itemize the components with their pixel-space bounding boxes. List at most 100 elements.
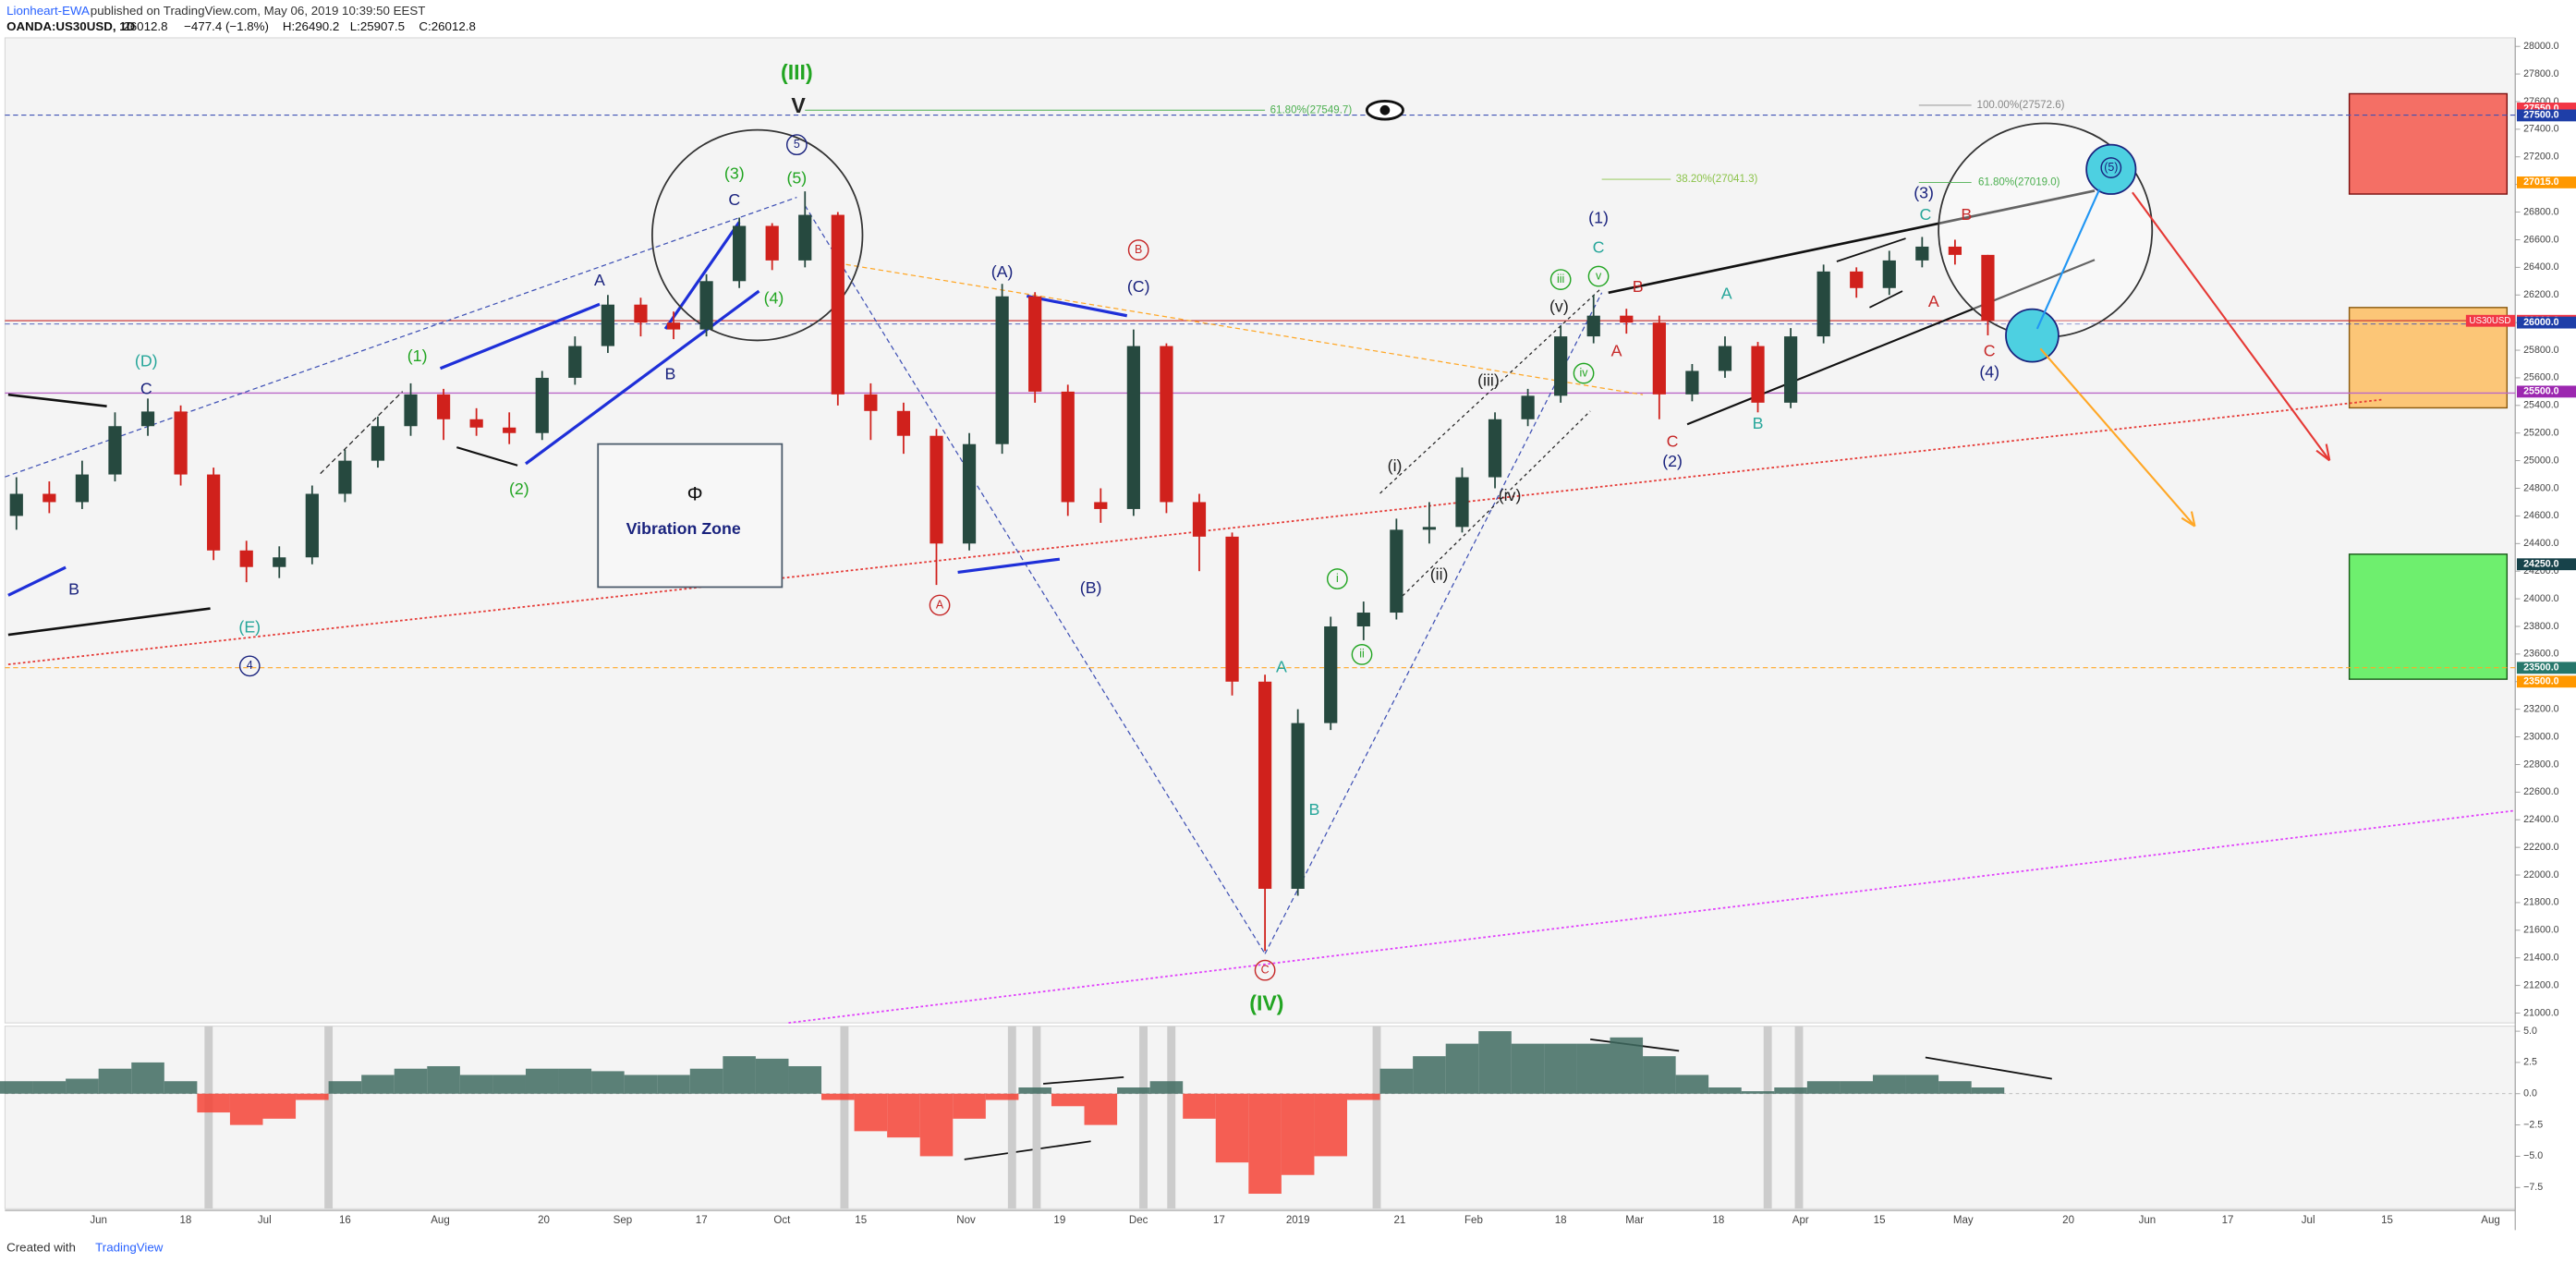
trend-line — [5, 197, 797, 478]
candle-body — [503, 427, 516, 433]
y-tick-label: 25800.0 — [2523, 345, 2559, 356]
candle-body — [1948, 246, 1962, 255]
osc-y-tick-label: −5.0 — [2523, 1150, 2543, 1161]
osc-bar — [1840, 1081, 1873, 1094]
osc-bar — [459, 1075, 493, 1094]
candle-body — [404, 394, 418, 427]
candle-body — [1258, 681, 1272, 889]
x-tick-label: 17 — [2222, 1215, 2234, 1226]
osc-bar — [689, 1068, 723, 1094]
x-tick-label: 20 — [2062, 1215, 2074, 1226]
wave-label-circle — [1351, 644, 1373, 665]
osc-bar — [427, 1065, 460, 1094]
x-tick-label: 18 — [1712, 1215, 1724, 1226]
trend-line — [1836, 237, 1906, 262]
osc-bar — [985, 1093, 1019, 1100]
wave-label: B — [1961, 205, 1972, 224]
x-tick-label: Apr — [1792, 1215, 1809, 1226]
candle-body — [1817, 271, 1830, 337]
wave-label: (4) — [1979, 363, 1999, 382]
osc-y-tick-label: −7.5 — [2523, 1182, 2543, 1193]
candle-body — [338, 460, 352, 494]
wave-label-circle — [929, 594, 951, 616]
y-tick-label: 25400.0 — [2523, 400, 2559, 411]
wave-label-circle — [1254, 959, 1276, 981]
wave-label: A — [1276, 657, 1287, 675]
target-box-green — [2348, 553, 2509, 680]
osc-y-tick-label: −2.5 — [2523, 1119, 2543, 1130]
osc-bar — [296, 1093, 329, 1100]
wedge-line — [439, 302, 601, 370]
wave-label: C — [1667, 432, 1679, 451]
x-tick-label: 21 — [1393, 1215, 1405, 1226]
osc-bar — [1183, 1093, 1216, 1119]
wave-label: i — [1336, 572, 1339, 585]
candle-body — [1160, 346, 1173, 503]
wave-label: (5) — [2104, 161, 2118, 174]
y-tick-label: 22800.0 — [2523, 759, 2559, 770]
trend-line — [456, 446, 518, 467]
candle-body — [1652, 322, 1666, 395]
candle-body — [634, 304, 648, 323]
trend-line — [1869, 290, 1903, 309]
candle-body — [436, 394, 451, 419]
wave-label: (3) — [1914, 184, 1934, 202]
osc-bar — [1445, 1043, 1479, 1094]
osc-band — [1007, 1026, 1016, 1209]
wave-label: B — [1753, 414, 1764, 432]
osc-band — [840, 1026, 849, 1209]
candle-body — [1685, 370, 1699, 395]
trend-line — [7, 393, 107, 407]
candle-body — [1554, 336, 1568, 396]
candle-body — [75, 474, 90, 503]
osc-bar — [98, 1068, 132, 1094]
x-tick-label: 15 — [2381, 1215, 2393, 1226]
wave-label: (v) — [1549, 298, 1569, 316]
candle-body — [108, 426, 122, 475]
y-tick-label: 26400.0 — [2523, 261, 2559, 273]
candle-body — [1915, 246, 1929, 261]
x-tick-label: Nov — [956, 1215, 976, 1226]
y-tick-label: 28000.0 — [2523, 41, 2559, 52]
trend-line — [837, 262, 1644, 395]
wave-label: C — [728, 190, 740, 209]
y-tick-label: 24000.0 — [2523, 593, 2559, 604]
y-tick-label: 23200.0 — [2523, 703, 2559, 714]
candle-body — [930, 435, 943, 544]
candle-body — [371, 426, 385, 461]
candle-body — [239, 550, 253, 567]
osc-bar — [887, 1093, 920, 1138]
candle-body — [1094, 502, 1108, 509]
osc-band — [1372, 1026, 1381, 1209]
wave-label: (C) — [1127, 277, 1150, 296]
footer-brand[interactable]: TradingView — [95, 1241, 164, 1255]
wave-label: B — [1309, 800, 1320, 819]
candle-body — [535, 377, 549, 433]
author[interactable]: Lionheart-EWA — [6, 4, 90, 18]
price-badge-label: 27500.0 — [2523, 110, 2559, 121]
fib-label: 100.00%(27572.6) — [1977, 100, 2065, 111]
zone-label: Vibration Zone — [626, 519, 741, 538]
wave-label: 5 — [794, 138, 800, 151]
divergence-line — [1042, 1075, 1124, 1085]
x-tick-label: Mar — [1625, 1215, 1644, 1226]
osc-bar — [131, 1062, 164, 1094]
osc-bar — [328, 1081, 362, 1094]
wave-label: v — [1596, 269, 1602, 282]
y-tick-label: 21800.0 — [2523, 897, 2559, 908]
y-tick-label: 24800.0 — [2523, 482, 2559, 493]
y-tick-label: 23600.0 — [2523, 649, 2559, 660]
x-tick-label: Jun — [90, 1215, 107, 1226]
osc-bar — [0, 1081, 33, 1094]
low: L:25907.5 — [350, 19, 405, 33]
osc-bar — [821, 1093, 855, 1100]
price-badge — [2516, 316, 2576, 329]
x-tick-label: Jun — [2139, 1215, 2157, 1226]
y-tick-label: 22400.0 — [2523, 814, 2559, 825]
y-tick-label: 21200.0 — [2523, 979, 2559, 990]
candle-body — [43, 493, 56, 503]
wave-label: (3) — [724, 164, 745, 182]
price-badge — [2516, 109, 2576, 122]
target-box-red — [2348, 92, 2509, 195]
osc-bar — [1610, 1037, 1644, 1094]
